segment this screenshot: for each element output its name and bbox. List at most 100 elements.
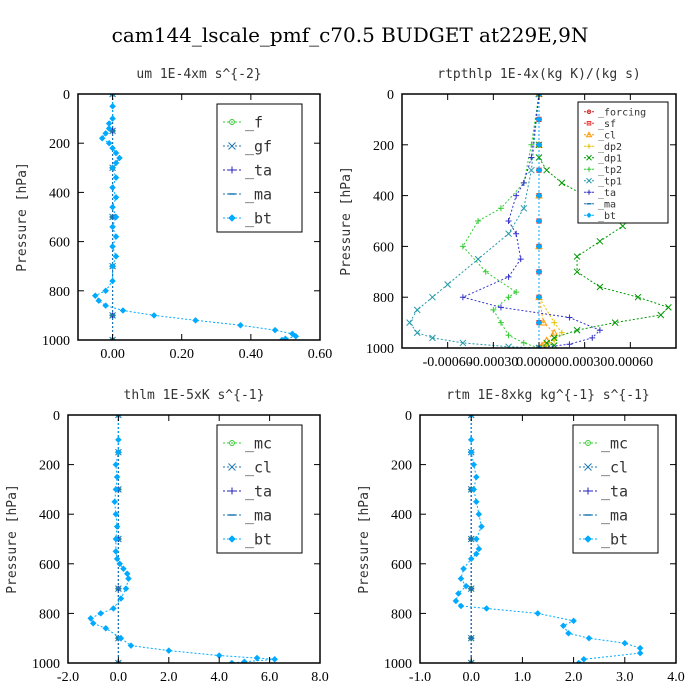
data-point bbox=[470, 461, 478, 468]
x-tick-label: 0.00030 bbox=[562, 355, 608, 370]
series-line-dp2 bbox=[538, 94, 563, 348]
data-point bbox=[165, 647, 173, 654]
data-point bbox=[596, 237, 604, 245]
data-point bbox=[570, 617, 577, 625]
data-point bbox=[535, 94, 543, 98]
legend-box bbox=[216, 103, 303, 233]
data-point bbox=[551, 319, 558, 326]
legend-label: _dp2 bbox=[598, 142, 622, 153]
data-point bbox=[109, 144, 116, 152]
series-line-tp1 bbox=[409, 94, 540, 348]
legend-label: _ma bbox=[245, 185, 272, 203]
data-point bbox=[112, 253, 120, 260]
y-tick-label: 1000 bbox=[366, 342, 394, 357]
data-point bbox=[457, 575, 465, 583]
data-point bbox=[109, 277, 116, 285]
data-point bbox=[127, 642, 135, 649]
data-point bbox=[573, 326, 581, 334]
data-point bbox=[470, 486, 478, 493]
data-point bbox=[619, 222, 627, 230]
y-axis-label: Pressure [hPa] bbox=[357, 484, 372, 594]
chart-panel-4: rtm 1E-8xkg kg^{-1} s^{-1} Pressure [hPa]… bbox=[357, 388, 685, 685]
data-point bbox=[497, 304, 504, 311]
legend-label: _tp1 bbox=[598, 176, 622, 187]
y-tick-label: 200 bbox=[39, 459, 60, 474]
legend-box bbox=[577, 101, 669, 224]
series-line-dp1 bbox=[538, 94, 670, 348]
data-point bbox=[505, 230, 512, 238]
data-point bbox=[112, 149, 120, 157]
legend-marker bbox=[228, 487, 236, 495]
data-point bbox=[117, 595, 125, 602]
data-point bbox=[657, 311, 665, 319]
data-point bbox=[115, 436, 122, 444]
data-point bbox=[112, 548, 120, 555]
data-point bbox=[122, 585, 130, 592]
data-point bbox=[550, 334, 558, 342]
data-point bbox=[475, 510, 483, 518]
series-group bbox=[91, 94, 300, 340]
y-tick-label: 400 bbox=[391, 508, 412, 523]
data-point bbox=[621, 639, 629, 647]
data-point bbox=[105, 125, 113, 132]
data-point bbox=[241, 658, 248, 663]
data-point bbox=[429, 293, 436, 301]
panel-title: um 1E-4xm s^{-2} bbox=[136, 67, 261, 82]
data-point bbox=[429, 334, 436, 342]
y-tick-label: 0 bbox=[53, 409, 60, 424]
data-point bbox=[109, 203, 116, 211]
data-point bbox=[413, 306, 421, 314]
data-point bbox=[253, 654, 261, 662]
data-point bbox=[497, 205, 504, 212]
data-point bbox=[460, 565, 467, 573]
data-point bbox=[550, 328, 559, 336]
data-point bbox=[95, 297, 103, 304]
data-point bbox=[497, 319, 504, 326]
legend-marker bbox=[586, 143, 592, 149]
data-point bbox=[505, 332, 512, 339]
data-point bbox=[109, 243, 116, 250]
data-point bbox=[513, 289, 520, 296]
legend-label: _sf bbox=[598, 119, 616, 130]
legend-label: _mc bbox=[601, 434, 628, 452]
legend-marker bbox=[228, 166, 236, 174]
plot-frame bbox=[67, 414, 321, 664]
data-point bbox=[413, 329, 421, 337]
data-point bbox=[483, 605, 490, 612]
y-tick-label: 0 bbox=[387, 88, 394, 103]
legend-label: _ma bbox=[245, 506, 272, 524]
data-point bbox=[535, 192, 543, 199]
data-point bbox=[505, 218, 512, 224]
data-point bbox=[111, 498, 118, 506]
chart-panels: um 1E-4xm s^{-2} Pressure [hPa] 0 200 400 600… bbox=[5, 67, 685, 685]
data-point bbox=[109, 262, 116, 270]
y-tick-label: 400 bbox=[39, 508, 60, 523]
data-point bbox=[109, 336, 116, 340]
data-point bbox=[611, 319, 619, 326]
series-group bbox=[406, 94, 672, 348]
data-point bbox=[120, 565, 127, 573]
data-point bbox=[112, 193, 120, 201]
data-point bbox=[528, 141, 535, 148]
data-point bbox=[535, 166, 543, 174]
legend: _mc _cl _ta _ma _bt bbox=[572, 424, 659, 554]
x-tick-label: -0.00060 bbox=[423, 355, 473, 370]
data-point bbox=[589, 334, 596, 341]
data-point bbox=[459, 339, 467, 347]
data-point bbox=[89, 619, 97, 627]
data-point bbox=[543, 166, 550, 174]
chart-panel-3: thlm 1E-5xK s^{-1} Pressure [hPa] 0 200 400 6… bbox=[5, 388, 329, 685]
data-point bbox=[115, 415, 122, 419]
data-point bbox=[109, 164, 116, 172]
data-point bbox=[573, 253, 581, 260]
data-point bbox=[97, 610, 105, 617]
data-point bbox=[112, 233, 120, 241]
plot-frame bbox=[77, 93, 321, 341]
x-tick-label: 4.0 bbox=[667, 670, 685, 685]
y-axis-label: Pressure [hPa] bbox=[15, 162, 30, 272]
x-tick-label: 6.0 bbox=[261, 670, 279, 685]
data-point bbox=[117, 634, 125, 642]
data-point bbox=[444, 281, 452, 288]
x-tick-label: 8.0 bbox=[311, 670, 329, 685]
y-tick-label: 800 bbox=[391, 607, 412, 622]
